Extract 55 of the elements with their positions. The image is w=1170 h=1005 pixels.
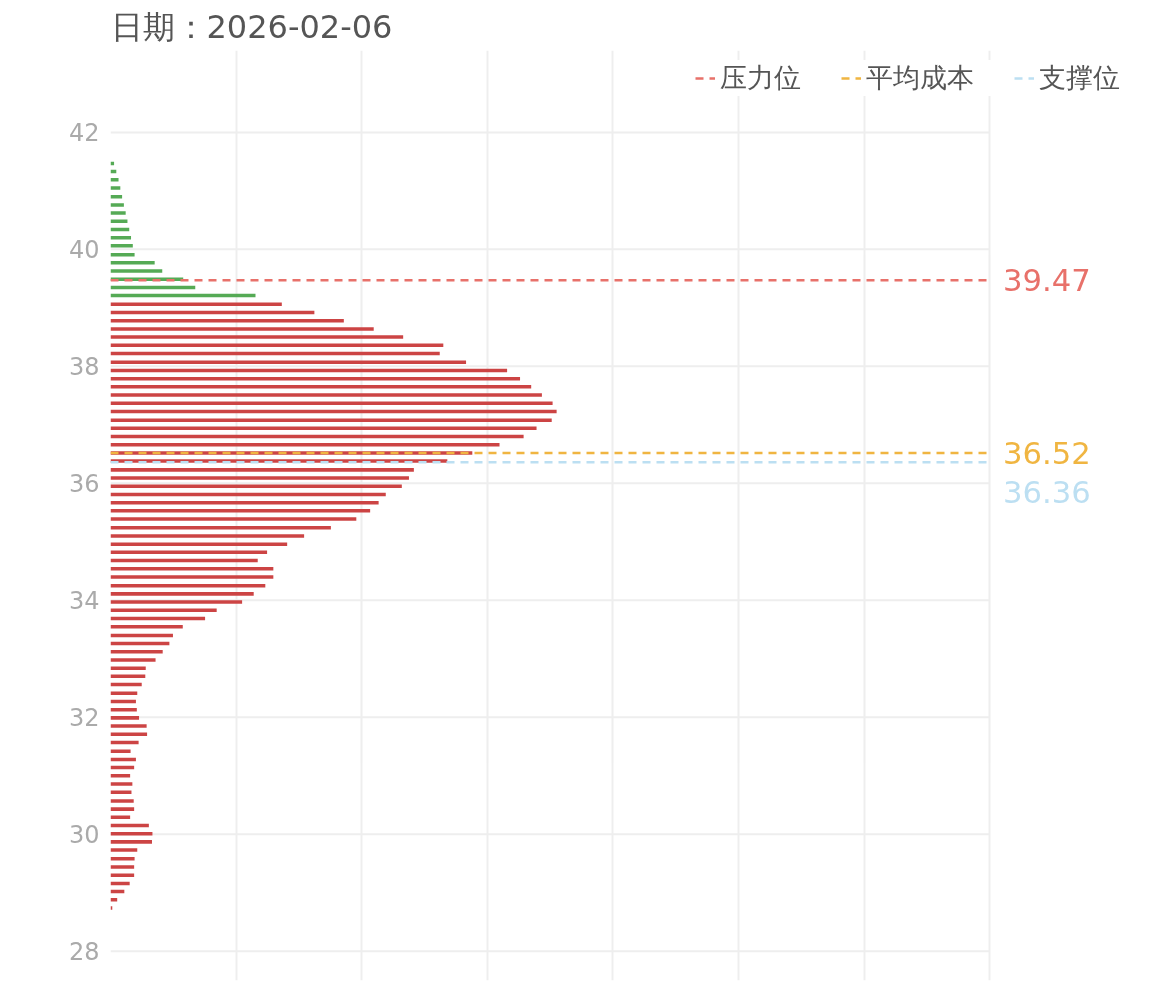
- bar: [110, 799, 134, 803]
- bar: [110, 327, 374, 331]
- bar: [110, 749, 131, 753]
- bar: [110, 509, 371, 513]
- bar: [110, 600, 243, 604]
- bar: [110, 203, 124, 207]
- bar: [110, 269, 163, 273]
- bar: [110, 244, 133, 248]
- bar: [110, 873, 135, 877]
- bar: [110, 840, 152, 844]
- bar: [110, 261, 155, 265]
- y-tick-label: 42: [68, 119, 100, 148]
- bar: [110, 476, 409, 480]
- bar: [110, 865, 135, 869]
- bar: [110, 790, 132, 794]
- bar: [110, 211, 126, 215]
- bar: [110, 335, 404, 339]
- bar: [110, 517, 357, 521]
- y-tick-label: 32: [68, 704, 100, 733]
- text: 36.36: [1003, 474, 1091, 510]
- bar: [110, 575, 274, 579]
- legend-label: 压力位: [720, 61, 801, 95]
- bar: [110, 857, 135, 861]
- y-tick-label: 36: [68, 470, 100, 499]
- bar: [110, 526, 331, 530]
- y-tick-label: 34: [68, 587, 100, 616]
- bar: [110, 650, 163, 654]
- bar: [110, 807, 135, 811]
- bar: [110, 186, 121, 190]
- bar: [110, 848, 138, 852]
- bar: [110, 542, 288, 546]
- bar: [110, 782, 133, 786]
- bar: [110, 774, 131, 778]
- bar: [110, 716, 140, 720]
- bar: [110, 724, 147, 728]
- bar: [110, 468, 414, 472]
- text: 39.47: [1003, 263, 1091, 299]
- bar: [110, 534, 305, 538]
- bar: [110, 178, 119, 182]
- y-tick-label: 38: [68, 353, 100, 382]
- y-tick-label: 30: [68, 821, 100, 850]
- y-tick-label: 28: [68, 938, 100, 967]
- bar: [110, 592, 254, 596]
- bar: [110, 385, 532, 389]
- bar: [110, 401, 553, 405]
- legend-label: 支撑位: [1039, 61, 1120, 95]
- bar: [110, 418, 552, 422]
- bar: [110, 658, 156, 662]
- text: 36.52: [1003, 435, 1091, 471]
- bar: [110, 898, 118, 902]
- y-tick-label: 40: [68, 236, 100, 265]
- chart-title: 日期：2026-02-06: [110, 7, 393, 46]
- legend-label: 平均成本: [866, 61, 974, 95]
- bar: [110, 666, 146, 670]
- bar: [110, 393, 542, 397]
